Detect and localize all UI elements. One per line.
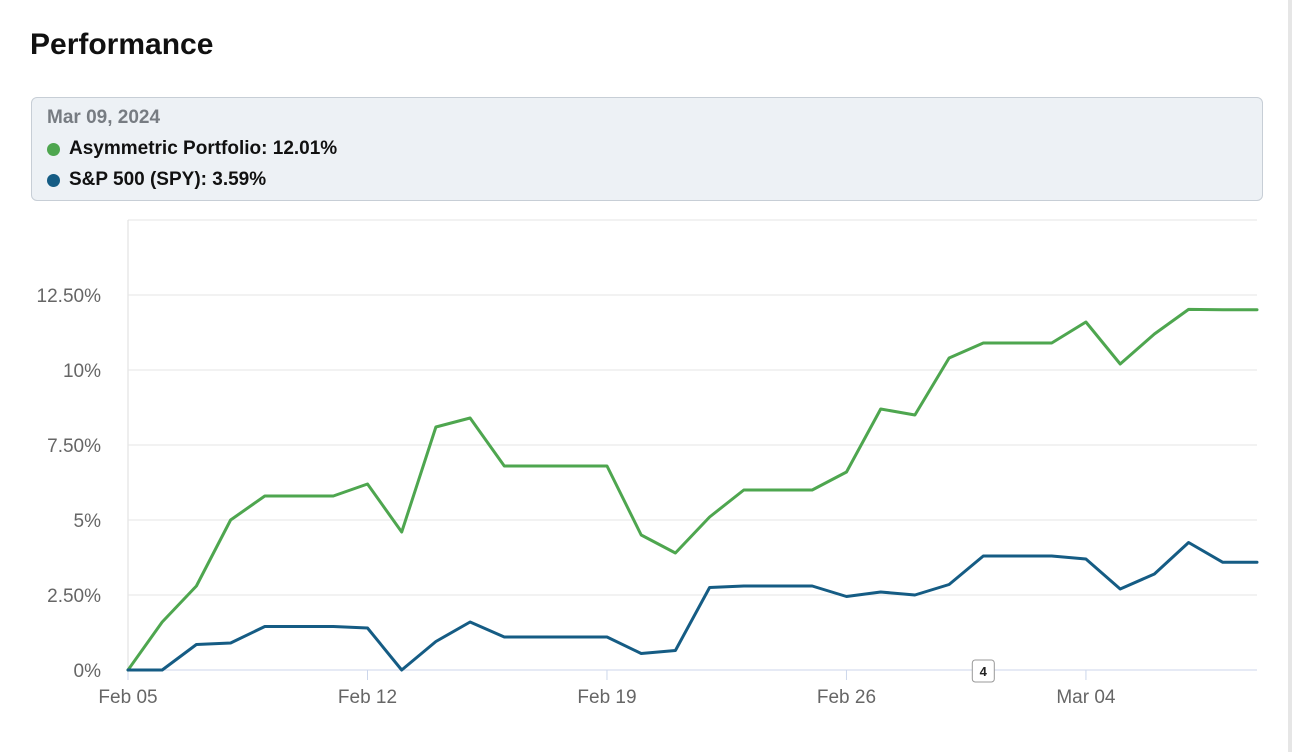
- spy-legend-dot-icon: [47, 173, 60, 187]
- event-flag-label: 4: [980, 664, 988, 679]
- page-title: Performance: [30, 28, 214, 61]
- tooltip-row-portfolio: Asymmetric Portfolio: 12.01%: [47, 138, 1247, 160]
- tooltip-spy-value: S&P 500 (SPY): 3.59%: [69, 169, 267, 190]
- portfolio-legend-dot-icon: [47, 142, 60, 156]
- y-tick-label: 2.50%: [47, 586, 101, 607]
- tooltip-date: Mar 09, 2024: [47, 107, 161, 128]
- portfolio-series-line: [126, 307, 1259, 672]
- y-tick-label: 0%: [74, 661, 102, 682]
- event-flag-badge: [971, 659, 995, 683]
- y-tick-label: 12.50%: [37, 286, 102, 307]
- x-tick-label: Feb 26: [817, 687, 876, 708]
- right-edge-divider: [1288, 0, 1292, 752]
- x-tick-label: Feb 12: [338, 687, 397, 708]
- spy-series-line: [126, 541, 1259, 672]
- y-tick-label: 10%: [63, 361, 101, 382]
- tooltip-portfolio-value: Asymmetric Portfolio: 12.01%: [69, 138, 338, 159]
- x-tick-label: Feb 19: [577, 687, 636, 708]
- y-tick-label: 7.50%: [47, 436, 101, 457]
- x-tick-label: Mar 04: [1056, 687, 1116, 708]
- x-tick-label: Feb 05: [98, 687, 157, 708]
- chart-tooltip: Mar 09, 2024 Asymmetric Portfolio: 12.01…: [31, 97, 1263, 201]
- tooltip-row-spy: S&P 500 (SPY): 3.59%: [47, 169, 1247, 191]
- y-tick-label: 5%: [74, 511, 102, 532]
